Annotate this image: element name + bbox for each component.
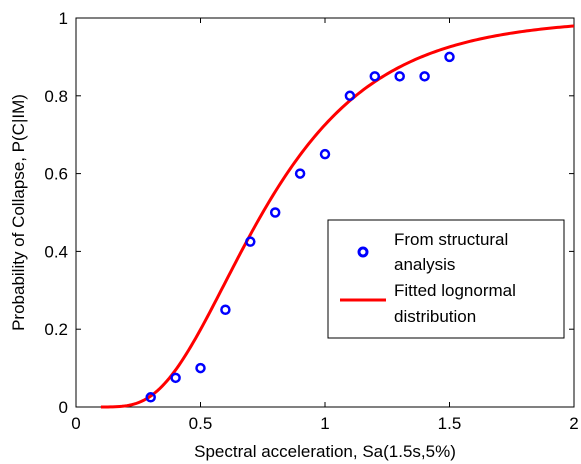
data-point bbox=[145, 392, 156, 403]
data-point bbox=[220, 304, 231, 315]
data-point bbox=[344, 90, 356, 102]
data-point bbox=[444, 51, 455, 63]
y-axis-ticks: 0 0.2 0.4 0.6 0.8 1 bbox=[44, 9, 574, 417]
y-tick-label: 0 bbox=[59, 398, 68, 417]
data-point bbox=[294, 168, 306, 179]
y-axis-label: Probability of Collapse, P(C|IM) bbox=[9, 94, 28, 331]
x-axis-ticks: 0 0.5 1 1.5 2 bbox=[71, 18, 579, 433]
data-point bbox=[170, 372, 181, 384]
legend-label-fitted-lognormal: Fitted lognormal bbox=[394, 281, 516, 300]
data-point bbox=[319, 148, 331, 160]
x-tick-label: 2 bbox=[569, 414, 578, 433]
y-tick-label: 0.2 bbox=[44, 320, 68, 339]
legend-label-structural-analysis: From structural bbox=[394, 230, 508, 249]
legend-label-structural-analysis-line2: analysis bbox=[394, 255, 455, 274]
y-tick-label: 0.4 bbox=[44, 242, 68, 261]
series-structural-analysis-points bbox=[145, 51, 455, 403]
y-tick-label: 0.6 bbox=[44, 165, 68, 184]
x-tick-label: 1.5 bbox=[438, 414, 462, 433]
legend-label-fitted-lognormal-line2: distribution bbox=[394, 307, 476, 326]
x-tick-label: 1 bbox=[320, 414, 329, 433]
legend-box bbox=[327, 219, 565, 339]
x-tick-label: 0 bbox=[71, 414, 80, 433]
data-point bbox=[245, 236, 256, 247]
data-point bbox=[369, 71, 381, 82]
data-point bbox=[195, 362, 206, 374]
x-axis-label: Spectral acceleration, Sa(1.5s,5%) bbox=[194, 442, 456, 461]
series-fitted-lognormal-line bbox=[100, 24, 575, 409]
y-tick-label: 0.8 bbox=[44, 87, 68, 106]
data-point bbox=[419, 71, 430, 82]
data-point bbox=[269, 207, 281, 218]
legend: From structural analysis Fitted lognorma… bbox=[327, 219, 565, 339]
legend-marker-structural-analysis bbox=[357, 246, 369, 258]
y-tick-label: 1 bbox=[59, 9, 68, 28]
plot-frame bbox=[75, 17, 575, 408]
data-point bbox=[394, 71, 405, 82]
x-tick-label: 0.5 bbox=[189, 414, 213, 433]
